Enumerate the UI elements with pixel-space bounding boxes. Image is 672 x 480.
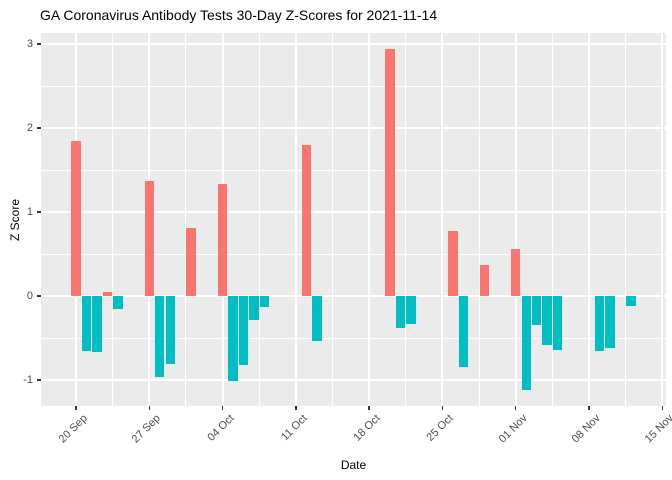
gridline-x-major (441, 33, 444, 406)
gridline-x-minor (551, 33, 553, 406)
bar (301, 144, 312, 296)
bar (521, 296, 531, 391)
gridline-y-major (41, 211, 666, 213)
bar (249, 296, 259, 320)
bar (406, 296, 416, 324)
x-tick-mark (295, 406, 297, 410)
gridline-x-major (294, 33, 297, 406)
gridline-y-minor (41, 337, 666, 339)
gridline-x-minor (185, 33, 187, 406)
y-tick-label: 1 (26, 206, 33, 218)
gridline-x-major (514, 33, 517, 406)
bar (605, 296, 615, 349)
bar (479, 264, 490, 296)
bar (155, 296, 165, 378)
y-tick-mark (37, 379, 41, 381)
x-tick-mark (221, 406, 224, 410)
bar (238, 296, 249, 365)
gridline-y-minor (41, 169, 666, 171)
x-tick-mark (588, 406, 590, 410)
gridline-x-minor (258, 33, 260, 406)
y-axis-title: Z Score (8, 199, 22, 242)
y-tick-mark (37, 127, 41, 129)
bar (144, 180, 154, 296)
bar (186, 227, 196, 296)
y-tick-mark (37, 295, 41, 297)
bar (395, 296, 406, 328)
gridline-x-minor (625, 33, 627, 406)
bar (458, 296, 469, 368)
bar (448, 231, 458, 296)
bar (511, 248, 521, 296)
y-tick-mark (37, 211, 41, 213)
bar (217, 184, 228, 296)
gridline-y-minor (41, 85, 666, 87)
y-tick-mark (37, 43, 41, 45)
gridline-y-major (41, 127, 666, 129)
chart-title: GA Coronavirus Antibody Tests 30-Day Z-S… (40, 7, 438, 23)
plot-panel (41, 33, 666, 406)
bar (259, 296, 270, 307)
y-tick-label: 0 (26, 290, 33, 302)
gridline-x-major (661, 33, 664, 406)
gridline-x-minor (405, 33, 407, 406)
bar (552, 296, 563, 350)
gridline-y-major (41, 379, 666, 381)
gridline-y-minor (41, 253, 666, 255)
bar (542, 296, 552, 345)
bar (228, 296, 238, 381)
bar (102, 291, 113, 296)
bar (385, 49, 395, 296)
bar (92, 296, 102, 353)
bar (71, 141, 81, 296)
gridline-x-minor (112, 33, 114, 406)
y-tick-label: -1 (23, 374, 33, 386)
x-tick-mark (368, 406, 370, 410)
gridline-x-major (588, 33, 591, 406)
y-tick-label: 3 (26, 38, 33, 50)
x-tick-mark (514, 406, 517, 410)
gridline-y-major (41, 43, 666, 45)
x-tick-mark (148, 406, 151, 410)
x-axis-title: Date (340, 458, 367, 472)
x-tick-mark (441, 406, 444, 410)
gridline-x-major (368, 33, 371, 406)
bar (626, 296, 636, 307)
bar (312, 296, 322, 342)
y-tick-label: 2 (26, 122, 33, 134)
x-tick-mark (75, 406, 77, 410)
bar (113, 296, 123, 310)
gridline-x-minor (478, 33, 480, 406)
gridline-y-major (41, 295, 666, 297)
x-tick-mark (661, 406, 664, 410)
bar (531, 296, 542, 326)
gridline-x-minor (332, 33, 333, 406)
bar (594, 296, 605, 351)
bar (81, 296, 92, 351)
bar (165, 296, 175, 365)
